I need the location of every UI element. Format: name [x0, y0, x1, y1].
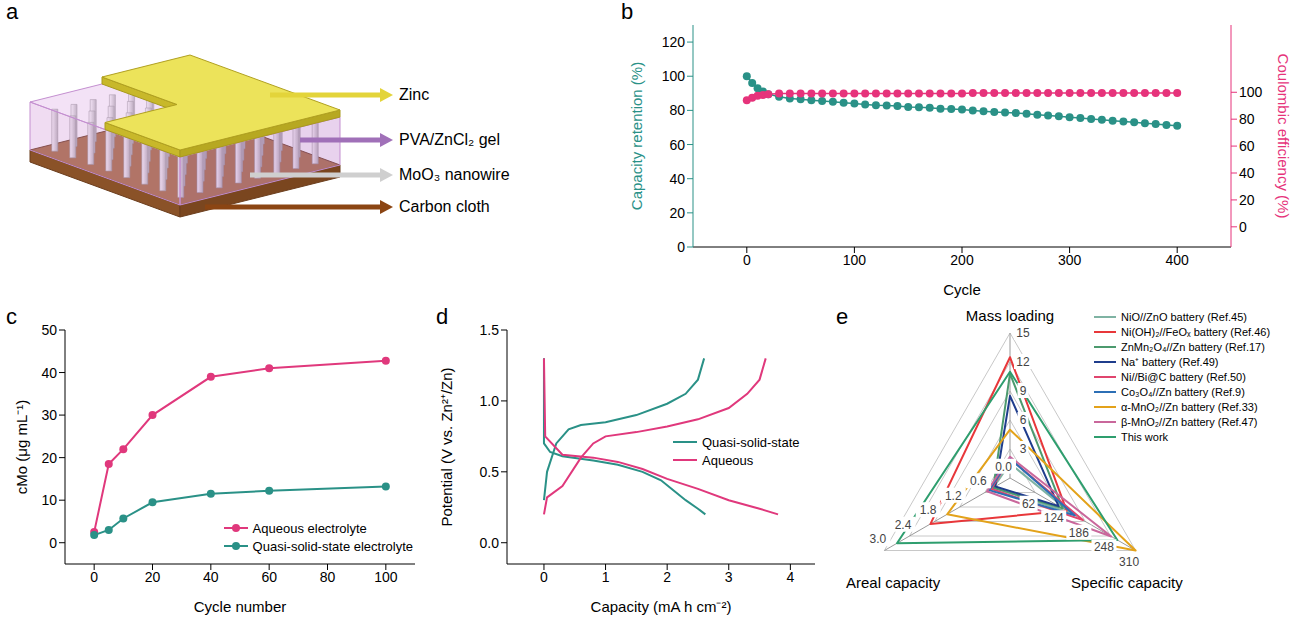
- svg-text:40: 40: [203, 569, 219, 585]
- svg-text:Cycle number: Cycle number: [194, 598, 287, 615]
- svg-text:40: 40: [669, 171, 685, 187]
- svg-text:1.0: 1.0: [480, 393, 500, 409]
- svg-text:120: 120: [662, 34, 686, 50]
- svg-text:1.5: 1.5: [480, 322, 500, 338]
- svg-text:2: 2: [663, 569, 671, 585]
- svg-text:NiO//ZnO battery (Ref.45): NiO//ZnO battery (Ref.45): [1121, 311, 1247, 323]
- svg-text:15: 15: [1016, 326, 1030, 340]
- svg-text:20: 20: [669, 205, 685, 221]
- svg-text:Capacity retention (%): Capacity retention (%): [628, 62, 645, 210]
- svg-text:Carbon cloth: Carbon cloth: [399, 198, 490, 215]
- svg-text:60: 60: [1239, 138, 1255, 154]
- svg-text:310: 310: [1119, 555, 1139, 569]
- svg-text:0.5: 0.5: [480, 464, 500, 480]
- svg-text:80: 80: [1239, 111, 1255, 127]
- svg-text:β-MnO₂//Zn battery (Ref.47): β-MnO₂//Zn battery (Ref.47): [1121, 416, 1258, 428]
- svg-text:Na⁺ battery (Ref.49): Na⁺ battery (Ref.49): [1121, 356, 1219, 368]
- svg-text:ZnMn₂O₄//Zn battery (Ref.17): ZnMn₂O₄//Zn battery (Ref.17): [1121, 341, 1265, 353]
- svg-text:300: 300: [1058, 252, 1082, 268]
- svg-text:100: 100: [374, 569, 398, 585]
- svg-text:60: 60: [261, 569, 277, 585]
- svg-text:0: 0: [540, 569, 548, 585]
- svg-text:0: 0: [90, 569, 98, 585]
- svg-text:Zinc: Zinc: [399, 86, 429, 103]
- svg-text:0: 0: [49, 535, 57, 551]
- svg-text:20: 20: [41, 450, 57, 466]
- html-text:d: d: [436, 304, 449, 329]
- svg-text:0: 0: [1239, 219, 1247, 235]
- svg-text:This work: This work: [1121, 431, 1169, 443]
- svg-text:40: 40: [1239, 165, 1255, 181]
- svg-text:Capacity (mA h cm⁻²): Capacity (mA h cm⁻²): [591, 598, 732, 615]
- html-text:Quasi-solid-state: Quasi-solid-state: [702, 434, 800, 450]
- svg-text:4: 4: [786, 569, 794, 585]
- svg-text:0: 0: [743, 252, 751, 268]
- html-text:Aqueous: Aqueous: [702, 452, 754, 468]
- svg-text:50: 50: [41, 322, 57, 338]
- svg-text:Areal capacity: Areal capacity: [846, 574, 941, 591]
- svg-text:Co₃O₄//Zn battery (Ref.9): Co₃O₄//Zn battery (Ref.9): [1121, 386, 1245, 398]
- html-text:a: a: [6, 0, 19, 24]
- svg-text:12: 12: [1016, 355, 1030, 369]
- svg-text:60: 60: [669, 137, 685, 153]
- svg-text:248: 248: [1094, 540, 1114, 554]
- svg-text:Cycle: Cycle: [943, 281, 981, 298]
- svg-text:40: 40: [41, 365, 57, 381]
- svg-text:80: 80: [669, 102, 685, 118]
- svg-text:6: 6: [1020, 413, 1027, 427]
- svg-text:0.0: 0.0: [480, 535, 500, 551]
- svg-text:186: 186: [1069, 526, 1089, 540]
- svg-text:Ni//Bi@C battery (Ref.50): Ni//Bi@C battery (Ref.50): [1121, 371, 1246, 383]
- svg-text:100: 100: [1239, 84, 1263, 100]
- svg-text:PVA/ZnCl₂ gel: PVA/ZnCl₂ gel: [399, 131, 500, 148]
- svg-text:Coulombic efficiency (%): Coulombic efficiency (%): [1275, 54, 1292, 219]
- svg-text:20: 20: [145, 569, 161, 585]
- svg-text:124: 124: [1044, 511, 1064, 525]
- svg-text:3: 3: [1020, 442, 1027, 456]
- svg-text:9: 9: [1020, 384, 1027, 398]
- svg-text:Potential (V vs. Zn²⁺/Zn): Potential (V vs. Zn²⁺/Zn): [438, 367, 455, 526]
- svg-text:100: 100: [843, 252, 867, 268]
- svg-text:80: 80: [320, 569, 336, 585]
- html-text:b: b: [621, 0, 634, 24]
- svg-text:10: 10: [41, 492, 57, 508]
- svg-text:400: 400: [1166, 252, 1190, 268]
- svg-text:Specific capacity: Specific capacity: [1071, 574, 1183, 591]
- html-text:e: e: [836, 304, 849, 329]
- svg-text:2.4: 2.4: [895, 518, 912, 532]
- svg-text:20: 20: [1239, 192, 1255, 208]
- svg-text:3.0: 3.0: [870, 532, 887, 546]
- svg-text:1: 1: [602, 569, 610, 585]
- svg-text:cMo (μg mL⁻¹): cMo (μg mL⁻¹): [13, 400, 30, 494]
- svg-text:1.2: 1.2: [945, 489, 962, 503]
- svg-text:3: 3: [725, 569, 733, 585]
- html-text:c: c: [6, 304, 17, 329]
- svg-text:0: 0: [677, 239, 685, 255]
- svg-text:1.8: 1.8: [920, 503, 937, 517]
- svg-text:0.6: 0.6: [970, 474, 987, 488]
- svg-text:30: 30: [41, 407, 57, 423]
- html-text:Quasi-solid-state electrolyte: Quasi-solid-state electrolyte: [252, 538, 413, 554]
- svg-text:62: 62: [1022, 497, 1036, 511]
- svg-text:200: 200: [950, 252, 974, 268]
- svg-text:Ni(OH)₂//FeOₓ battery (Ref.46): Ni(OH)₂//FeOₓ battery (Ref.46): [1121, 326, 1270, 338]
- svg-text:100: 100: [662, 68, 686, 84]
- svg-text:Mass loading: Mass loading: [966, 307, 1054, 324]
- svg-text:MoO₃ nanowire: MoO₃ nanowire: [399, 166, 510, 183]
- svg-text:α-MnO₂//Zn battery (Ref.33): α-MnO₂//Zn battery (Ref.33): [1121, 401, 1258, 413]
- svg-text:0.0: 0.0: [995, 460, 1012, 474]
- html-text:Aqueous electrolyte: Aqueous electrolyte: [252, 520, 367, 536]
